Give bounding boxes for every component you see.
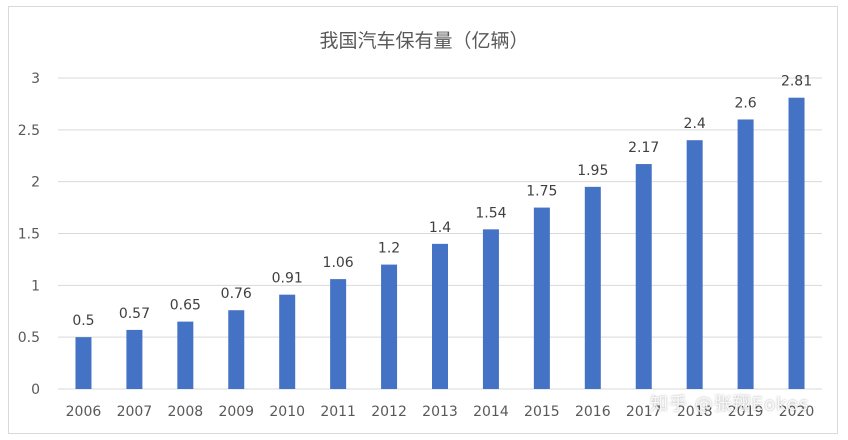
x-tick-label: 2018 [677, 404, 713, 420]
bar-2006 [75, 337, 92, 389]
bar-2012 [381, 264, 398, 389]
y-tick-label: 0.5 [18, 330, 40, 346]
watermark: 知乎 @张翔Eokes [650, 394, 810, 415]
y-tick-label: 2 [31, 175, 40, 191]
data-label: 2.17 [628, 140, 659, 156]
data-label: 0.91 [272, 271, 303, 287]
bar-2013 [432, 243, 448, 389]
bar-2011 [330, 279, 347, 389]
bar-2010 [279, 294, 296, 389]
data-label: 0.5 [72, 313, 94, 329]
y-tick-label: 1.5 [18, 227, 40, 243]
x-tick-label: 2006 [66, 404, 102, 420]
bar-2017 [635, 164, 652, 389]
x-tick-label: 2020 [779, 404, 815, 420]
x-tick-label: 2007 [117, 404, 153, 420]
bar-2016 [584, 186, 601, 389]
chart-title: 我国汽车保有量（亿辆） [319, 30, 529, 52]
y-tick-label: 1 [31, 278, 40, 294]
data-label: 1.4 [429, 220, 451, 236]
data-label: 1.2 [378, 241, 400, 257]
x-tick-label: 2011 [320, 404, 356, 420]
y-tick-label: 0 [31, 382, 40, 398]
y-tick-label: 3 [31, 71, 40, 87]
data-label: 1.95 [577, 163, 608, 179]
x-tick-label: 2014 [473, 404, 509, 420]
x-tick-label: 2017 [626, 404, 662, 420]
y-tick-label: 2.5 [18, 123, 40, 139]
data-label: 0.76 [221, 286, 252, 302]
data-label: 0.65 [170, 298, 201, 314]
data-label: 1.54 [475, 205, 506, 221]
x-tick-label: 2016 [575, 404, 611, 420]
x-tick-label: 2015 [524, 404, 560, 420]
data-label: 2.4 [684, 116, 706, 132]
bar-2008 [177, 321, 194, 389]
x-tick-label: 2012 [371, 404, 407, 420]
bar-2020 [788, 97, 805, 390]
data-label: 2.81 [781, 74, 812, 90]
bar-2014 [482, 229, 499, 389]
bar-2019 [737, 119, 754, 389]
bar-2018 [686, 140, 703, 389]
x-tick-label: 2019 [728, 404, 764, 420]
data-label: 0.57 [119, 306, 150, 322]
bar-2015 [533, 207, 550, 389]
x-tick-label: 2010 [269, 404, 305, 420]
x-tick-label: 2013 [422, 404, 458, 420]
data-label: 1.75 [526, 184, 557, 200]
x-tick-label: 2009 [218, 404, 254, 420]
data-label: 1.06 [323, 255, 354, 271]
x-tick-label: 2008 [168, 404, 204, 420]
bar-2007 [126, 329, 143, 389]
data-label: 2.6 [734, 95, 756, 111]
bar-2009 [228, 310, 245, 389]
